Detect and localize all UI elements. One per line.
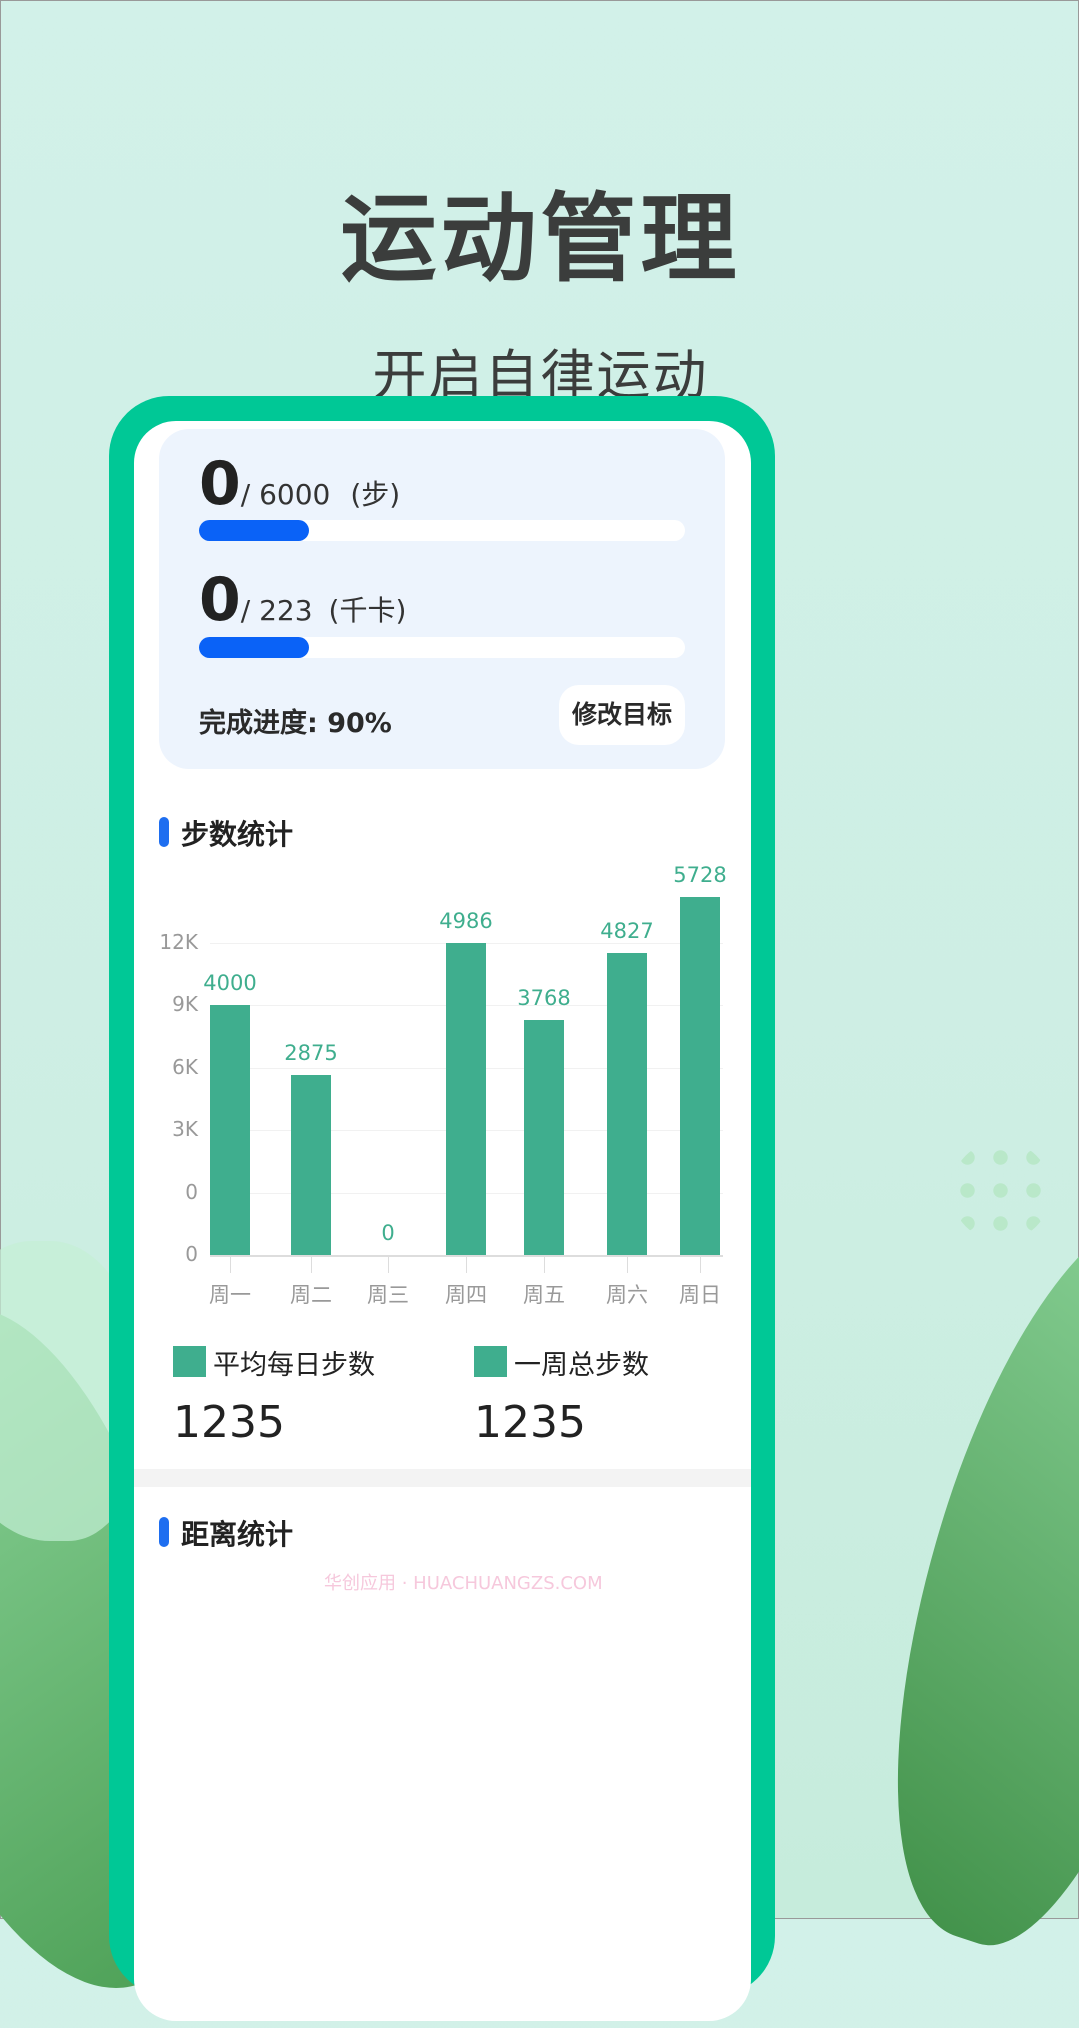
calories-progress-fill: [199, 637, 309, 658]
average-steps-value: 1235: [173, 1397, 285, 1448]
x-tick: [700, 1257, 701, 1273]
y-tick-label: 12K: [159, 929, 198, 954]
x-category-label: 周日: [679, 1283, 721, 1307]
legend-total-label: 一周总步数: [514, 1350, 649, 1381]
x-tick: [466, 1257, 467, 1273]
section-divider: [134, 1469, 751, 1487]
watermark: 华创应用 · HUACHUANGZS.COM: [324, 1573, 603, 1594]
steps-progress-bar: [199, 520, 685, 541]
calories-progress-bar: [199, 637, 685, 658]
bar-data-label: 4986: [439, 909, 493, 934]
x-axis-line: [210, 1255, 723, 1257]
calories-target: / 223: [240, 594, 313, 627]
total-steps-value: 1235: [474, 1397, 586, 1448]
phone-screen: 0/ 6000 (步) 0/ 223 (千卡) 完成进度: 90% 修改目标 步数统…: [134, 421, 751, 2021]
bar-data-label: 5728: [673, 863, 727, 887]
bar-周六: [607, 953, 647, 1255]
edit-goal-button[interactable]: 修改目标: [559, 685, 685, 745]
y-tick-label: 3K: [172, 1117, 198, 1141]
y-tick-label: 0: [185, 1179, 198, 1204]
section-marker: [159, 817, 169, 847]
x-tick: [230, 1257, 231, 1273]
y-tick-label: 6K: [172, 1054, 198, 1079]
distance-section-title: 距离统计: [159, 1513, 293, 1553]
x-category-label: 周四: [445, 1283, 487, 1307]
bar-data-label: 2875: [284, 1041, 338, 1066]
bar-周二: [291, 1075, 331, 1255]
bar-周四: [446, 943, 486, 1255]
steps-goal: 0/ 6000 (步): [199, 449, 400, 519]
bar-周日: [680, 897, 720, 1255]
section-marker: [159, 1517, 169, 1547]
distance-section-label: 距离统计: [181, 1518, 294, 1551]
legend-swatch-average: [173, 1346, 206, 1377]
steps-target: / 6000: [240, 478, 331, 511]
bar-data-label: 0: [381, 1221, 395, 1245]
calories-goal: 0/ 223 (千卡): [199, 565, 406, 635]
legend-average-label: 平均每日步数: [213, 1350, 375, 1381]
page-title: 运动管理: [340, 183, 741, 295]
steps-bar-chart: 0 0 3K 6K 9K 12K 4000 周一 2875 周二 0 周三 4986 周四 3768 周五 48…: [134, 421, 751, 1421]
y-tick-label: 9K: [172, 992, 198, 1016]
legend-swatch-total: [474, 1346, 507, 1377]
steps-current: 0: [199, 449, 241, 519]
x-category-label: 周六: [606, 1283, 648, 1307]
y-tick-label: 0: [185, 1242, 198, 1266]
bar-data-label: 4827: [600, 919, 654, 944]
gridline: [210, 942, 723, 944]
bar-data-label: 3768: [517, 985, 571, 1010]
bar-data-label: 4000: [203, 971, 257, 995]
steps-progress-fill: [199, 520, 309, 541]
bar-周一: [210, 1005, 250, 1255]
bar-周五: [524, 1019, 564, 1255]
completion-progress: 完成进度: 90%: [199, 708, 392, 739]
steps-unit: (步): [350, 478, 401, 511]
x-tick: [627, 1257, 628, 1273]
x-tick: [544, 1257, 545, 1273]
calories-current: 0: [199, 565, 241, 635]
x-category-label: 周一: [209, 1283, 251, 1307]
steps-section-label: 步数统计: [181, 818, 294, 851]
x-category-label: 周五: [523, 1283, 565, 1307]
goal-card: 0/ 6000 (步) 0/ 223 (千卡) 完成进度: 90% 修改目标: [159, 429, 725, 769]
x-category-label: 周三: [367, 1283, 409, 1307]
calories-unit: (千卡): [328, 594, 407, 627]
x-category-label: 周二: [290, 1283, 332, 1307]
x-tick: [311, 1257, 312, 1273]
steps-section-title: 步数统计: [159, 813, 293, 853]
x-tick: [388, 1257, 389, 1273]
